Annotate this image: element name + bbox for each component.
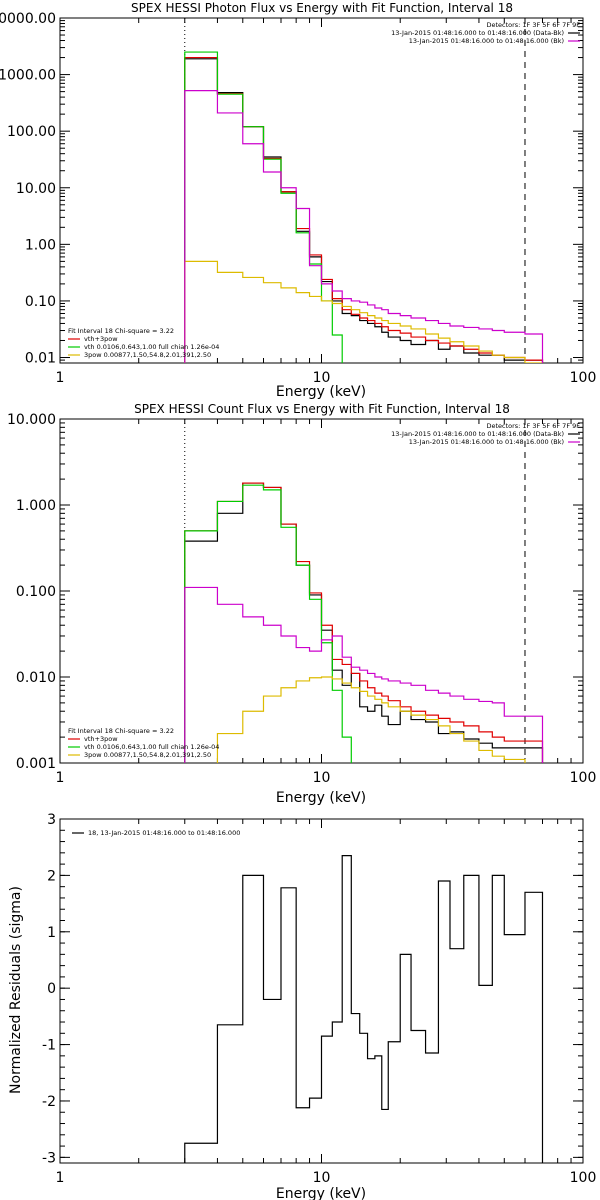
x-tick-label: 10 [313,1170,331,1186]
y-tick-label: 2 [47,868,56,884]
legend-label: 13-Jan-2015 01:48:16.000 to 01:48:16.000… [409,438,564,446]
y-tick-label: 10.000 [7,412,56,428]
series-line [184,260,544,363]
y-tick-label: 0.01 [25,351,56,367]
series-line [184,482,544,763]
legend-label: Fit Interval 18 Chi-square = 3.22 [68,727,174,735]
series-line [184,51,343,363]
y-tick-label: 1.00 [25,237,56,253]
y-tick-label: 10.00 [16,181,56,197]
count-flux-xlabel: Energy (keV) [276,790,366,806]
legend-label: Detectors: 1F 3F 5F 6F 7F 9F [486,21,580,29]
x-tick-label: 100 [570,1170,597,1186]
legend-label: 3pow 0.00877,1.50,54.8,2.01,391,2.50 [84,751,211,759]
legend-label: vth 0.0106,0.643,1.00 full chian 1.26e-0… [84,343,219,351]
y-tick-label: -3 [42,1150,56,1166]
x-tick-label: 100 [570,770,597,786]
series-line [184,56,544,363]
y-tick-label: 1 [47,925,56,941]
y-tick-label: -2 [42,1094,56,1110]
photon-flux-title: SPEX HESSI Photon Flux vs Energy with Fi… [131,1,513,15]
y-tick-label: 0.10 [25,294,56,310]
x-tick-label: 10 [313,370,331,386]
series-line [216,676,526,763]
x-tick-label: 1 [56,370,65,386]
y-tick-label: 100.00 [7,124,56,140]
y-tick-label: 1.000 [16,498,56,514]
series-line [184,90,544,363]
x-tick-label: 1 [56,770,65,786]
series-line [184,482,544,763]
legend-label: 3pow 0.00877,1.50,54.8,2.01,391,2.50 [84,351,211,359]
y-tick-label: 10000.00 [0,11,56,27]
y-tick-label: 0.010 [16,670,56,686]
series-group [184,855,544,1163]
y-tick-label: 3 [47,812,56,828]
y-tick-label: 0.001 [16,756,56,772]
y-tick-label: -1 [42,1038,56,1054]
plot-frame [59,17,584,364]
residuals-ylabel: Normalized Residuals (sigma) [8,886,24,1094]
series-group [184,482,544,763]
y-tick-label: 0.100 [16,584,56,600]
legend-label: vth 0.0106,0.643,1.00 full chian 1.26e-0… [84,743,219,751]
legend-label: vth+3pow [84,735,118,743]
legend-label: 18, 13-Jan-2015 01:48:16.000 to 01:48:16… [88,829,240,837]
photon-flux-xlabel: Energy (keV) [276,384,366,400]
x-tick-label: 100 [570,370,597,386]
legend-label: 13-Jan-2015 01:48:16.000 to 01:48:16.000… [409,37,564,45]
residuals-panel: Energy (keV) Normalized Residuals (sigma… [8,812,596,1200]
legend-label: 13-Jan-2015 01:48:16.000 to 01:48:16.000… [391,29,564,37]
x-tick-label: 1 [56,1170,65,1186]
legend-label: Detectors: 1F 3F 5F 6F 7F 9F [486,422,580,430]
count-flux-title: SPEX HESSI Count Flux vs Energy with Fit… [134,402,510,416]
series-line [184,484,352,763]
count-flux-panel: SPEX HESSI Count Flux vs Energy with Fit… [7,402,596,806]
series-line [184,58,544,363]
plot-frame [59,818,584,1164]
series-line [184,855,544,1163]
photon-flux-panel: SPEX HESSI Photon Flux vs Energy with Fi… [0,1,596,400]
legend-label: vth+3pow [84,335,118,343]
series-line [184,586,544,763]
x-tick-label: 10 [313,770,331,786]
legend-label: 13-Jan-2015 01:48:16.000 to 01:48:16.000… [391,430,564,438]
legend-label: Fit Interval 18 Chi-square = 3.22 [68,327,174,335]
y-tick-label: 1000.00 [0,68,56,84]
y-tick-label: 0 [47,981,56,997]
series-group [184,51,544,363]
residuals-xlabel: Energy (keV) [276,1186,366,1200]
